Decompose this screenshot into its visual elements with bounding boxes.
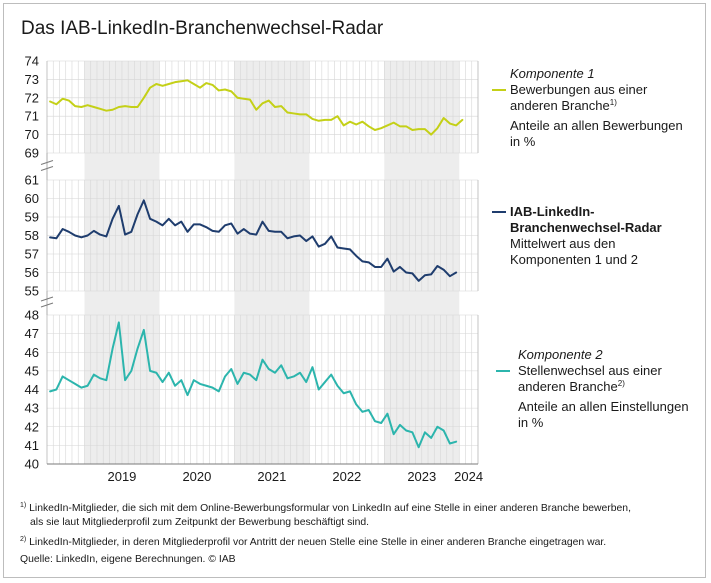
y-tick-label: 74 bbox=[25, 54, 39, 69]
x-tick-label: 2019 bbox=[107, 469, 136, 484]
footnote-2: 2) LinkedIn-Mitglieder, in deren Mitglie… bbox=[20, 536, 692, 550]
legend-k1-swatch bbox=[492, 89, 506, 91]
legend-k1-name-text: Bewerbungen aus einer anderen Branche bbox=[510, 82, 648, 113]
y-tick-label: 61 bbox=[25, 173, 39, 188]
footnote-2-line1: LinkedIn-Mitglieder, in deren Mitglieder… bbox=[29, 537, 607, 548]
legend-k2-tag: Komponente 2 bbox=[518, 347, 603, 362]
legend-k1-name: Bewerbungen aus einer anderen Branche1) bbox=[510, 82, 678, 114]
axis-break-marker bbox=[40, 160, 54, 171]
y-tick-label: 73 bbox=[25, 72, 39, 87]
legend-k2-desc2: in % bbox=[518, 415, 544, 430]
y-tick-label: 44 bbox=[25, 382, 39, 397]
legend-radar: IAB-LinkedIn- Branchenwechsel-Radar Mitt… bbox=[510, 204, 705, 268]
x-tick-label: 2021 bbox=[257, 469, 286, 484]
legend-k1-sup: 1) bbox=[609, 98, 617, 107]
legend-k1-desc2: in % bbox=[510, 134, 536, 149]
grid-lines bbox=[46, 60, 479, 465]
legend-radar-name2: Branchenwechsel-Radar bbox=[510, 220, 662, 235]
y-tick-label: 40 bbox=[25, 457, 39, 472]
series-line-1 bbox=[49, 79, 464, 136]
y-tick-label: 55 bbox=[25, 284, 39, 299]
x-tick-label: 2022 bbox=[332, 469, 361, 484]
y-tick-label: 70 bbox=[25, 127, 39, 142]
x-tick-label: 2023 bbox=[407, 469, 436, 484]
chart-frame bbox=[3, 3, 706, 578]
y-tick-label: 72 bbox=[25, 90, 39, 105]
footnote-1-line2: als sie laut Mitgliederprofil zum Zeitpu… bbox=[30, 516, 370, 528]
axis-break-marker bbox=[40, 296, 54, 308]
y-tick-label: 71 bbox=[25, 109, 39, 124]
y-tick-label: 69 bbox=[25, 146, 39, 161]
y-tick-label: 47 bbox=[25, 326, 39, 341]
legend-k2-desc1: Anteile an allen Einstellungen bbox=[518, 399, 689, 414]
series-line-3 bbox=[49, 321, 458, 449]
y-tick-label: 59 bbox=[25, 210, 39, 225]
legend-radar-swatch bbox=[492, 211, 506, 213]
axes: 69 70 71 72 73 74 55 56 57 58 59 60 61 40 41 42 43 44 45 46… bbox=[25, 54, 484, 485]
series-line-2 bbox=[49, 199, 458, 282]
footnote-1-line1: LinkedIn-Mitglieder, die sich mit dem On… bbox=[29, 503, 631, 514]
y-tick-label: 58 bbox=[25, 228, 39, 243]
y-tick-label: 48 bbox=[25, 308, 39, 323]
y-tick-label: 57 bbox=[25, 247, 39, 262]
y-tick-label: 42 bbox=[25, 419, 39, 434]
legend-radar-desc1: Mittelwert aus den bbox=[510, 236, 616, 251]
footnote-1-sup: 1) bbox=[20, 502, 27, 509]
legend-k2-swatch bbox=[496, 370, 510, 372]
legend-radar-name1: IAB-LinkedIn- bbox=[510, 204, 595, 219]
footnote-1: 1) LinkedIn-Mitglieder, die sich mit dem… bbox=[20, 502, 692, 529]
legend-k1: Komponente 1 bbox=[510, 66, 705, 82]
x-tick-label: 2020 bbox=[182, 469, 211, 484]
y-tick-label: 46 bbox=[25, 345, 39, 360]
legend-k1-desc: Anteile an allen Bewerbungen in % bbox=[510, 118, 705, 150]
legend-k2-name: Stellenwechsel aus einer anderen Branche… bbox=[518, 363, 698, 395]
chart-title: Das IAB-LinkedIn-Branchenwechsel-Radar bbox=[21, 18, 384, 39]
legend-k2: Komponente 2 bbox=[518, 347, 703, 363]
legend-k1-tag: Komponente 1 bbox=[510, 66, 595, 81]
legend-radar-desc2: Komponenten 1 und 2 bbox=[510, 252, 638, 267]
y-tick-label: 45 bbox=[25, 363, 39, 378]
y-tick-label: 60 bbox=[25, 191, 39, 206]
x-tick-label: 2024 bbox=[454, 469, 483, 484]
y-tick-label: 56 bbox=[25, 265, 39, 280]
legend-k2-sup: 2) bbox=[617, 379, 625, 388]
legend-k1-desc1: Anteile an allen Bewerbungen bbox=[510, 118, 683, 133]
series-lines bbox=[49, 79, 464, 449]
y-tick-label: 43 bbox=[25, 401, 39, 416]
footnote-2-sup: 2) bbox=[20, 536, 27, 543]
legend-k2-desc: Anteile an allen Einstellungen in % bbox=[518, 399, 703, 431]
source-note: Quelle: LinkedIn, eigene Berechnungen. ©… bbox=[20, 554, 236, 565]
legend-k2-name-text: Stellenwechsel aus einer anderen Branche bbox=[518, 363, 662, 394]
y-tick-label: 41 bbox=[25, 438, 39, 453]
